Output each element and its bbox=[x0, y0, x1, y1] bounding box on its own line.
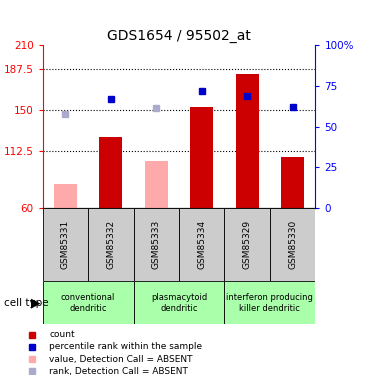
Text: value, Detection Call = ABSENT: value, Detection Call = ABSENT bbox=[49, 355, 193, 364]
Text: count: count bbox=[49, 330, 75, 339]
Text: percentile rank within the sample: percentile rank within the sample bbox=[49, 342, 203, 351]
Bar bbox=[43, 281, 134, 324]
Bar bbox=[281, 157, 304, 208]
Text: GSM85334: GSM85334 bbox=[197, 220, 206, 269]
Text: rank, Detection Call = ABSENT: rank, Detection Call = ABSENT bbox=[49, 367, 188, 375]
Bar bbox=[179, 208, 224, 281]
Bar bbox=[54, 184, 77, 208]
Text: plasmacytoid
dendritic: plasmacytoid dendritic bbox=[151, 293, 207, 312]
Text: GSM85329: GSM85329 bbox=[243, 220, 252, 269]
Text: cell type: cell type bbox=[4, 298, 48, 308]
Bar bbox=[270, 208, 315, 281]
Bar bbox=[99, 138, 122, 208]
Bar bbox=[145, 161, 168, 208]
Text: GSM85333: GSM85333 bbox=[152, 220, 161, 269]
Text: GSM85331: GSM85331 bbox=[61, 220, 70, 269]
Text: conventional
dendritic: conventional dendritic bbox=[61, 293, 115, 312]
Text: interferon producing
killer dendritic: interferon producing killer dendritic bbox=[226, 293, 313, 312]
Bar bbox=[224, 208, 270, 281]
Bar bbox=[134, 208, 179, 281]
Bar bbox=[236, 74, 259, 208]
Text: ▶: ▶ bbox=[31, 296, 40, 309]
Bar bbox=[190, 107, 213, 208]
Bar bbox=[88, 208, 134, 281]
Bar bbox=[224, 281, 315, 324]
Text: GSM85332: GSM85332 bbox=[106, 220, 115, 269]
Bar bbox=[43, 208, 88, 281]
Title: GDS1654 / 95502_at: GDS1654 / 95502_at bbox=[107, 28, 251, 43]
Bar bbox=[134, 281, 224, 324]
Text: GSM85330: GSM85330 bbox=[288, 220, 297, 269]
